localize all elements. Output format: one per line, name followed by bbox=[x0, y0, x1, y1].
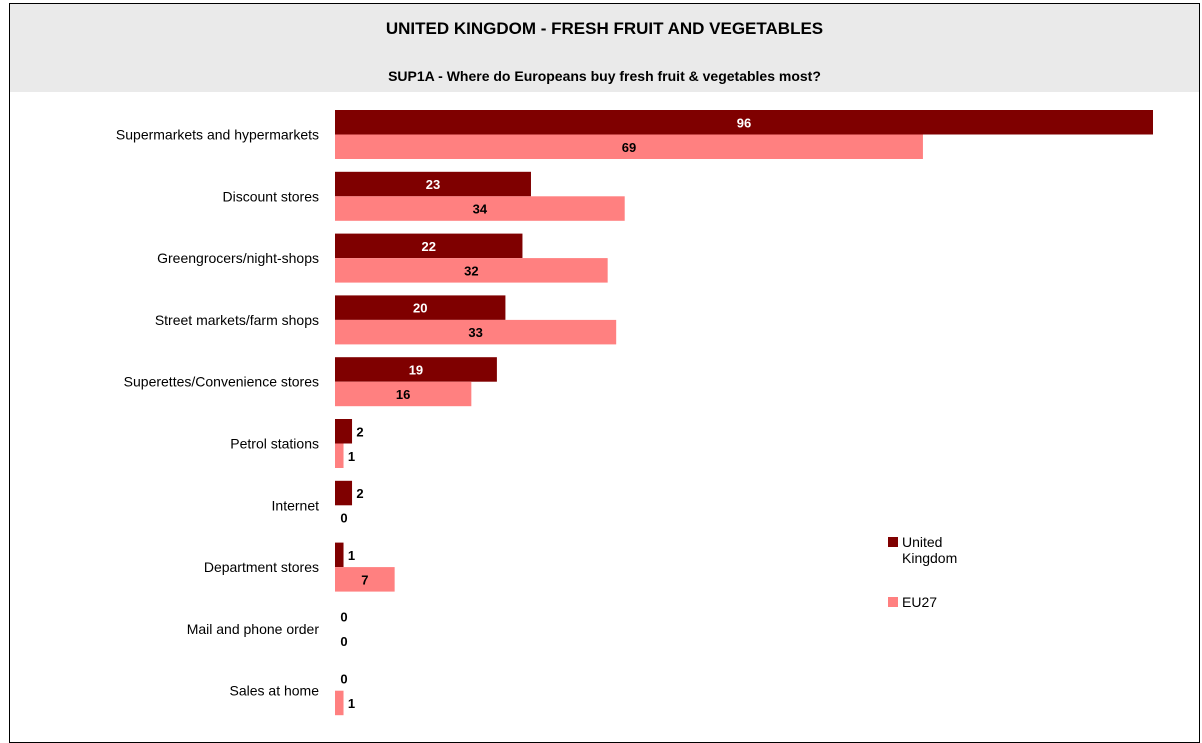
legend: United Kingdom EU27 bbox=[888, 534, 982, 610]
value-label-uk: 0 bbox=[340, 610, 347, 625]
legend-label-uk: United Kingdom bbox=[902, 534, 958, 566]
value-label-uk: 23 bbox=[426, 177, 440, 192]
value-label-uk: 0 bbox=[340, 671, 347, 686]
bar-eu27 bbox=[335, 690, 344, 716]
value-label-uk: 96 bbox=[737, 115, 751, 130]
bar-uk bbox=[335, 480, 353, 506]
bar-uk bbox=[335, 110, 1153, 135]
value-label-uk: 20 bbox=[413, 301, 427, 316]
chart-subtitle: SUP1A - Where do Europeans buy fresh fru… bbox=[388, 68, 821, 84]
value-label-eu27: 33 bbox=[468, 325, 482, 340]
category-label: Greengrocers/night-shops bbox=[157, 250, 319, 266]
legend-label-eu27: EU27 bbox=[902, 594, 938, 610]
bar-uk bbox=[335, 295, 506, 320]
bar-uk bbox=[335, 542, 344, 568]
bar-eu27 bbox=[335, 134, 923, 159]
chart-frame: UNITED KINGDOM - FRESH FRUIT AND VEGETAB… bbox=[9, 3, 1200, 743]
category-label: Discount stores bbox=[223, 188, 319, 204]
legend-swatch-eu27 bbox=[888, 597, 898, 607]
value-label-eu27: 34 bbox=[473, 202, 488, 217]
category-label: Mail and phone order bbox=[187, 621, 320, 637]
value-label-eu27: 7 bbox=[361, 572, 368, 587]
legend-item-uk: United Kingdom bbox=[888, 534, 982, 566]
bar-eu27 bbox=[335, 567, 395, 592]
value-label-eu27: 1 bbox=[348, 696, 355, 711]
bar-uk bbox=[335, 357, 497, 382]
bar-eu27 bbox=[335, 196, 625, 221]
value-label-eu27: 32 bbox=[464, 263, 478, 278]
value-label-uk: 1 bbox=[348, 548, 355, 563]
value-label-uk: 22 bbox=[421, 239, 435, 254]
bar-eu27 bbox=[335, 319, 617, 345]
value-label-eu27: 16 bbox=[396, 387, 410, 402]
bar-eu27 bbox=[335, 258, 608, 283]
legend-swatch-uk bbox=[888, 537, 898, 547]
category-label: Superettes/Convenience stores bbox=[124, 374, 319, 390]
bar-uk bbox=[335, 233, 523, 259]
legend-item-eu27: EU27 bbox=[888, 594, 982, 610]
value-label-uk: 2 bbox=[356, 424, 363, 439]
bar-chart: Supermarkets and hypermarkets 96 69 Discoun… bbox=[116, 110, 1153, 716]
bar-eu27 bbox=[335, 443, 344, 468]
category-label: Petrol stations bbox=[230, 436, 319, 452]
bar-uk bbox=[335, 419, 353, 444]
value-label-uk: 19 bbox=[409, 362, 423, 377]
category-label: Sales at home bbox=[230, 683, 320, 699]
value-label-uk: 2 bbox=[356, 486, 363, 501]
header-band bbox=[10, 4, 1199, 92]
category-label: Department stores bbox=[204, 559, 319, 575]
bar-uk bbox=[335, 171, 531, 197]
value-label-eu27: 0 bbox=[340, 511, 347, 526]
category-label: Street markets/farm shops bbox=[155, 312, 319, 328]
bar-eu27 bbox=[335, 381, 472, 407]
value-label-eu27: 0 bbox=[340, 634, 347, 649]
chart-title: UNITED KINGDOM - FRESH FRUIT AND VEGETAB… bbox=[385, 19, 824, 38]
value-label-eu27: 69 bbox=[622, 140, 636, 155]
category-label: Internet bbox=[272, 497, 320, 513]
value-label-eu27: 1 bbox=[348, 449, 355, 464]
category-label: Supermarkets and hypermarkets bbox=[116, 127, 319, 143]
